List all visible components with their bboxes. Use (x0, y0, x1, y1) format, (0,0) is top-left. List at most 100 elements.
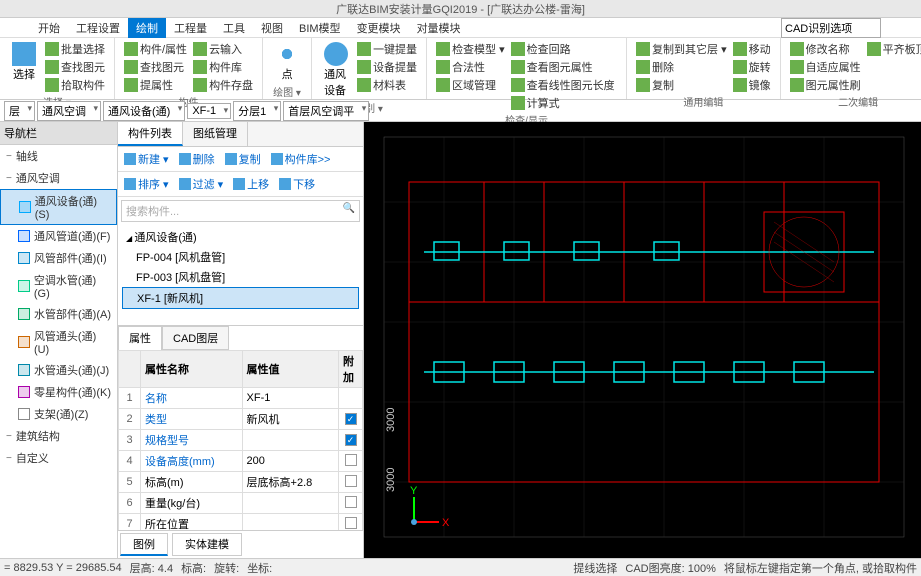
component-search[interactable]: 搜索构件... (121, 200, 360, 222)
ribbon-btn[interactable]: 构件/属性 (121, 40, 190, 58)
tree-node[interactable]: FP-004 [风机盘管] (122, 247, 359, 267)
tree-node[interactable]: 通风设备(通) (122, 227, 359, 247)
bottom-tab[interactable]: 图例 (120, 533, 168, 556)
selector-dropdown[interactable]: 层 (4, 101, 35, 121)
ribbon-btn[interactable]: 平齐板顶 (864, 40, 921, 58)
tree-node[interactable]: XF-1 [新风机] (122, 287, 359, 309)
nav-item[interactable]: 支架(通)(Z) (0, 403, 117, 425)
vent-equip-button[interactable]: 通风设备 (318, 40, 354, 100)
menu-5[interactable]: 视图 (253, 18, 291, 38)
ribbon-btn[interactable]: 复制 (633, 76, 730, 94)
toolbar-btn[interactable]: 过滤 ▾ (176, 175, 227, 193)
ribbon-btn[interactable]: 计算式 (508, 94, 618, 112)
property-row[interactable]: 4设备高度(mm)200 (119, 451, 363, 472)
mid-toolbar-2: 排序 ▾过滤 ▾上移下移 (118, 172, 363, 197)
ribbon-btn[interactable]: 一键提量 (354, 40, 420, 58)
ribbon-btn[interactable]: 修改名称 (787, 40, 864, 58)
ribbon-btn[interactable]: 构件存盘 (190, 76, 256, 94)
selector-dropdown[interactable]: 分层1 (233, 101, 281, 121)
ribbon-group-check: 检查模型 ▾合法性区域管理检查回路查看图元属性查看线性图元长度计算式 检查/显示 (427, 38, 627, 99)
checkbox[interactable] (345, 517, 357, 529)
property-row[interactable]: 2类型新风机 (119, 409, 363, 430)
ribbon-btn[interactable]: 旋转 (730, 58, 774, 76)
menu-2[interactable]: 绘制 (128, 18, 166, 38)
checkbox[interactable] (345, 413, 357, 425)
ribbon-btn[interactable]: 设备提量 (354, 58, 420, 76)
toolbar-btn[interactable]: 删除 (176, 150, 218, 168)
menu-0[interactable]: 开始 (30, 18, 68, 38)
checkbox[interactable] (345, 496, 357, 508)
ribbon-btn[interactable]: 提属性 (121, 76, 190, 94)
menu-7[interactable]: 变更模块 (349, 18, 409, 38)
ribbon-btn[interactable]: 构件库 (190, 58, 256, 76)
nav-item[interactable]: 通风管道(通)(F) (0, 225, 117, 247)
property-panel: 属性CAD图层 属性名称属性值附加1名称XF-12类型新风机3规格型号4设备高度… (118, 325, 363, 558)
selector-dropdown[interactable]: 通风空调 (37, 101, 101, 121)
drawing-canvas[interactable]: 3000 3000 X Y (364, 122, 921, 558)
mid-tab[interactable]: 图纸管理 (183, 122, 248, 146)
nav-category[interactable]: 轴线 (0, 145, 117, 167)
property-row[interactable]: 3规格型号 (119, 430, 363, 451)
nav-item[interactable]: 风管部件(通)(I) (0, 247, 117, 269)
ribbon-btn[interactable]: 查找图元 (121, 58, 190, 76)
ribbon-btn[interactable]: 拾取构件 (42, 76, 108, 94)
svg-text:Y: Y (410, 485, 418, 497)
ribbon-btn[interactable]: 材料表 (354, 76, 420, 94)
nav-item[interactable]: 水管部件(通)(A) (0, 303, 117, 325)
toolbar-btn[interactable]: 新建 ▾ (121, 150, 172, 168)
ribbon-btn[interactable]: 批量选择 (42, 40, 108, 58)
toolbar-btn[interactable]: 上移 (230, 175, 272, 193)
ribbon-btn[interactable]: 云输入 (190, 40, 256, 58)
property-row[interactable]: 7所在位置 (119, 514, 363, 531)
ribbon-btn[interactable]: 镜像 (730, 76, 774, 94)
checkbox[interactable] (345, 454, 357, 466)
cad-search-box[interactable]: CAD识别选项 (781, 18, 881, 38)
nav-item[interactable]: 水管通头(通)(J) (0, 359, 117, 381)
selector-dropdown[interactable]: 通风设备(通) (103, 101, 185, 121)
ribbon-btn[interactable]: 复制到其它层 ▾ (633, 40, 730, 58)
toolbar-btn[interactable]: 构件库>> (268, 150, 334, 168)
toolbar-btn[interactable]: 排序 ▾ (121, 175, 172, 193)
property-row[interactable]: 6重量(kg/台) (119, 493, 363, 514)
ribbon-btn[interactable]: 检查模型 ▾ (433, 40, 508, 58)
nav-item[interactable]: 风管通头(通)(U) (0, 325, 117, 359)
select-button[interactable]: 选择 (6, 40, 42, 94)
menu-1[interactable]: 工程设置 (68, 18, 128, 38)
prop-tab[interactable]: CAD图层 (162, 326, 229, 350)
nav-item[interactable]: 空调水管(通)(G) (0, 269, 117, 303)
ribbon-btn[interactable]: 查看图元属性 (508, 58, 618, 76)
title-bar: 广联达BIM安装计量GQI2019 - [广联达办公楼-雷海] (0, 0, 921, 18)
selector-dropdown[interactable]: XF-1 (187, 103, 231, 119)
checkbox[interactable] (345, 475, 357, 487)
toolbar-btn[interactable]: 复制 (222, 150, 264, 168)
ribbon-btn[interactable]: 查看线性图元长度 (508, 76, 618, 94)
mid-tab[interactable]: 构件列表 (118, 122, 183, 146)
toolbar-btn[interactable]: 下移 (276, 175, 318, 193)
ribbon-btn[interactable]: 检查回路 (508, 40, 618, 58)
ribbon-btn[interactable]: 查找图元 (42, 58, 108, 76)
ribbon-btn[interactable]: 自适应属性 (787, 58, 864, 76)
menu-3[interactable]: 工程量 (166, 18, 215, 38)
prop-tab[interactable]: 属性 (118, 326, 162, 350)
selector-dropdown[interactable]: 首层风空调平 (283, 101, 369, 121)
menu-8[interactable]: 对量模块 (409, 18, 469, 38)
nav-category[interactable]: 通风空调 (0, 167, 117, 189)
point-button[interactable]: 点 (269, 40, 305, 84)
tree-node[interactable]: FP-003 [风机盘管] (122, 267, 359, 287)
menu-4[interactable]: 工具 (215, 18, 253, 38)
nav-item[interactable]: 零星构件(通)(K) (0, 381, 117, 403)
ribbon-btn[interactable]: 合法性 (433, 58, 508, 76)
ribbon-group-draw: 点 绘图 ▾ (263, 38, 312, 99)
nav-category[interactable]: 建筑结构 (0, 425, 117, 447)
property-row[interactable]: 5标高(m)层底标高+2.8 (119, 472, 363, 493)
ribbon-btn[interactable]: 区域管理 (433, 76, 508, 94)
bottom-tab[interactable]: 实体建模 (172, 533, 242, 556)
nav-item[interactable]: 通风设备(通)(S) (0, 189, 117, 225)
nav-category[interactable]: 自定义 (0, 447, 117, 469)
ribbon-btn[interactable]: 删除 (633, 58, 730, 76)
menu-6[interactable]: BIM模型 (291, 18, 349, 38)
checkbox[interactable] (345, 434, 357, 446)
property-row[interactable]: 1名称XF-1 (119, 388, 363, 409)
ribbon-btn[interactable]: 图元属性刷 (787, 76, 864, 94)
ribbon-btn[interactable]: 移动 (730, 40, 774, 58)
